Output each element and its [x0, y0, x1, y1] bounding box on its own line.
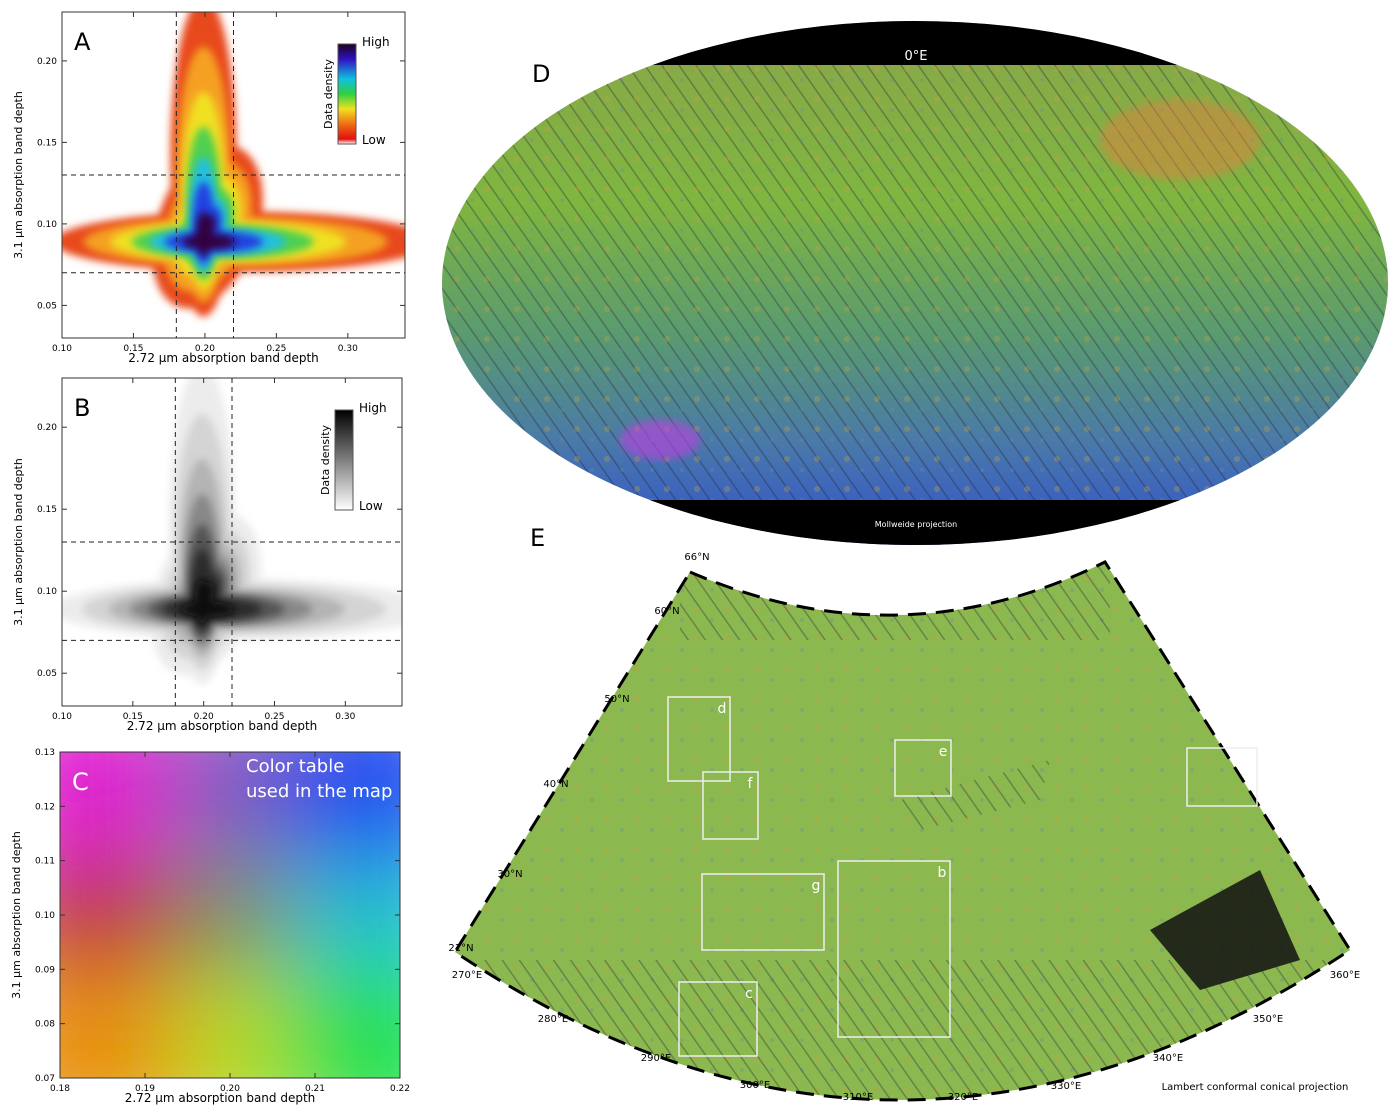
y-tick-label: 0.09 [35, 965, 55, 975]
region-label: b [938, 865, 947, 881]
y-tick-label: 0.20 [37, 57, 57, 67]
lon-label: 290°E [641, 1053, 671, 1064]
x-axis-label: 2.72 µm absorption band depth [127, 719, 318, 733]
annotation: used in the map [246, 781, 392, 802]
projection-label: Mollweide projection [875, 520, 957, 529]
lon-label: 270°E [452, 970, 482, 981]
figure: 0°E Mollweide projection D E Lambert con… [0, 0, 1395, 1106]
projection-label: Lambert conformal conical projection [1162, 1082, 1349, 1093]
panel-letter: D [532, 60, 550, 88]
region-label: c [745, 986, 753, 1002]
lat-label: 66°N [684, 552, 709, 563]
y-axis-label: 3.1 µm absorption band depth [12, 458, 25, 626]
y-axis-label: 3.1 µm absorption band depth [12, 91, 25, 259]
colorbar-high: High [359, 401, 387, 415]
colorbar [338, 44, 356, 144]
colorbar-low: Low [362, 133, 386, 147]
colorbar-title: Data density [319, 424, 332, 495]
region-label: a [1245, 752, 1254, 768]
panel-letter: E [530, 524, 545, 552]
y-tick-label: 0.05 [37, 301, 57, 311]
y-tick-label: 0.20 [37, 423, 57, 433]
lon-label: 310°E [843, 1092, 873, 1103]
colorbar [335, 410, 353, 510]
x-axis-label: 2.72 µm absorption band depth [128, 351, 319, 365]
map-e [450, 555, 1355, 1100]
lon-label: 340°E [1153, 1053, 1183, 1064]
x-tick-label: 0.10 [52, 344, 72, 354]
x-tick-label: 0.30 [335, 712, 355, 722]
lon-label: 300°E [740, 1080, 770, 1091]
y-axis-label: 3.1 µm absorption band depth [10, 831, 23, 999]
panel-letter: B [74, 394, 90, 422]
lon-label: 350°E [1253, 1014, 1283, 1025]
y-tick-label: 0.07 [35, 1074, 55, 1084]
x-tick-label: 0.10 [52, 712, 72, 722]
lon-label: 280°E [538, 1014, 568, 1025]
y-tick-label: 0.10 [37, 587, 57, 597]
y-tick-label: 0.11 [35, 857, 55, 867]
lon-label: 360°E [1330, 970, 1360, 981]
lon-label: 320°E [948, 1092, 978, 1103]
y-tick-label: 0.12 [35, 802, 55, 812]
x-tick-label: 0.30 [338, 344, 358, 354]
region-label: e [939, 744, 948, 760]
y-tick-label: 0.15 [37, 138, 57, 148]
x-axis-label: 2.72 µm absorption band depth [125, 1091, 316, 1105]
colorbar-high: High [362, 35, 390, 49]
x-tick-label: 0.22 [390, 1084, 410, 1094]
lat-label: 50°N [604, 694, 629, 705]
panel-letter: C [72, 768, 89, 796]
y-tick-label: 0.10 [37, 220, 57, 230]
meridian-label: 0°E [905, 49, 928, 64]
y-tick-label: 0.15 [37, 505, 57, 515]
y-tick-label: 0.08 [35, 1020, 55, 1030]
x-tick-label: 0.18 [50, 1084, 70, 1094]
region-label: g [812, 878, 821, 894]
y-tick-label: 0.05 [37, 669, 57, 679]
lat-label: 60°N [654, 606, 679, 617]
region-label: d [718, 701, 727, 717]
lat-label: 21°N [448, 943, 473, 954]
y-tick-label: 0.10 [35, 911, 55, 921]
y-tick-label: 0.13 [35, 748, 55, 758]
panel-letter: A [74, 28, 91, 56]
map-d [442, 20, 1388, 546]
lat-label: 40°N [543, 779, 568, 790]
lon-label: 330°E [1051, 1081, 1081, 1092]
colorbar-title: Data density [322, 58, 335, 129]
lat-label: 30°N [497, 869, 522, 880]
annotation: Color table [246, 756, 344, 777]
colorbar-low: Low [359, 499, 383, 513]
